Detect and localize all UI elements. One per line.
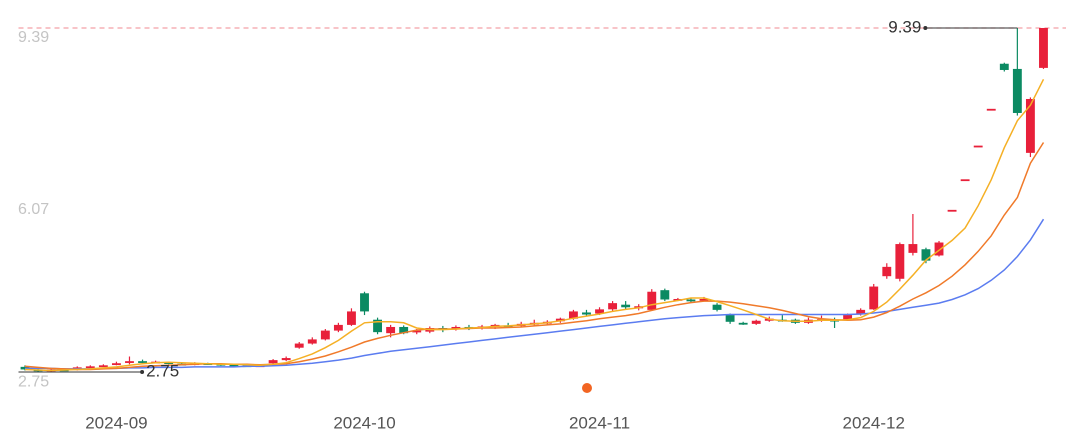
candle-body bbox=[595, 309, 604, 314]
x-tick-label: 2024-12 bbox=[843, 413, 905, 432]
candle-body bbox=[908, 244, 918, 253]
candle-body bbox=[386, 326, 396, 334]
candle-body bbox=[1025, 98, 1035, 153]
candle-body bbox=[307, 339, 317, 344]
candle-body bbox=[986, 108, 996, 111]
candle-body bbox=[164, 362, 174, 365]
x-tick-label: 2024-09 bbox=[85, 413, 147, 432]
candle-body bbox=[582, 312, 591, 315]
max-label: 9.39 bbox=[888, 17, 921, 36]
candle-body bbox=[98, 365, 108, 368]
candle-body bbox=[973, 145, 983, 148]
candle-body bbox=[647, 291, 657, 310]
candle-body bbox=[712, 304, 722, 310]
moving-average-line bbox=[25, 218, 1045, 370]
candle-body bbox=[373, 319, 383, 333]
candle-body bbox=[125, 361, 134, 363]
candle-body bbox=[960, 179, 970, 182]
candle-body bbox=[947, 209, 957, 212]
candle-body bbox=[294, 343, 304, 348]
candle-body bbox=[843, 315, 853, 320]
candle-body bbox=[999, 63, 1009, 70]
x-tick-label: 2024-11 bbox=[569, 413, 630, 432]
min-pointer-dot bbox=[140, 370, 145, 375]
y-tick-label: 9.39 bbox=[18, 29, 49, 46]
candle-body bbox=[229, 364, 239, 367]
candle-body bbox=[921, 249, 931, 261]
y-tick-label: 2.75 bbox=[18, 373, 49, 390]
candle-body bbox=[347, 311, 356, 325]
indicator-dot bbox=[582, 383, 592, 393]
candle-body bbox=[451, 326, 461, 330]
min-label: 2.75 bbox=[146, 362, 179, 381]
candle-body bbox=[399, 326, 409, 334]
candle-body bbox=[281, 358, 291, 361]
candle-body bbox=[934, 242, 944, 256]
candle-body bbox=[686, 299, 696, 302]
candle-body bbox=[882, 266, 892, 277]
candle-body bbox=[621, 304, 631, 308]
candle-body bbox=[555, 318, 565, 322]
candle-body bbox=[738, 322, 748, 325]
candle-body bbox=[725, 315, 735, 322]
max-pointer-dot bbox=[923, 26, 928, 30]
candle-body bbox=[699, 298, 709, 301]
candle-body bbox=[85, 366, 95, 369]
candle-body bbox=[568, 311, 578, 319]
candle-body bbox=[360, 293, 369, 312]
candle-body bbox=[111, 363, 121, 366]
candle-body bbox=[895, 244, 905, 279]
candle-body bbox=[660, 290, 670, 300]
candle-body bbox=[412, 330, 422, 333]
x-tick-label: 2024-10 bbox=[333, 413, 395, 432]
moving-average-line bbox=[24, 78, 1045, 372]
y-tick-label: 6.07 bbox=[18, 201, 49, 218]
candle-body bbox=[268, 360, 278, 364]
candle-body bbox=[333, 324, 343, 331]
candle-body bbox=[1039, 28, 1048, 68]
candle-body bbox=[869, 286, 879, 310]
candle-body bbox=[138, 361, 147, 363]
candle-body bbox=[751, 320, 761, 324]
candle-body bbox=[320, 330, 330, 340]
candle-body bbox=[1012, 68, 1022, 113]
candle-body bbox=[856, 309, 866, 315]
moving-average-line bbox=[24, 142, 1045, 371]
candle-body bbox=[608, 303, 618, 310]
